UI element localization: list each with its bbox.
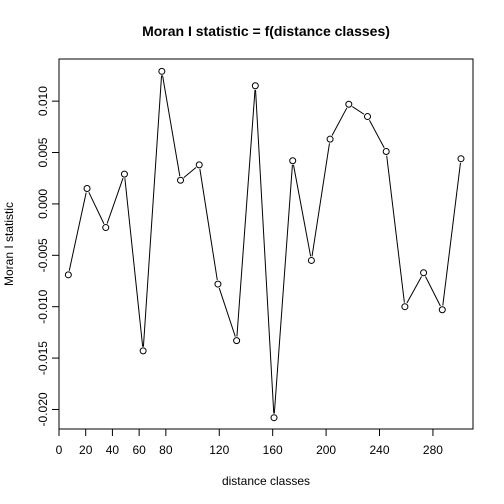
series-segment (88, 192, 105, 224)
data-point (363, 113, 371, 121)
series-segment (425, 276, 441, 307)
series-segment (183, 167, 197, 178)
data-point (401, 303, 409, 311)
data-point (289, 157, 297, 165)
data-point (326, 135, 334, 143)
y-tick-label: -0.010 (36, 289, 50, 323)
x-axis-label: distance classes (222, 474, 310, 488)
y-tick-label: 0.005 (36, 137, 50, 167)
series-segment (236, 89, 256, 337)
data-point (177, 176, 185, 184)
x-axis: 0 20 40 60 80 120 160 200 240 280 (56, 428, 443, 457)
chart-title: Moran I statistic = f(distance classes) (142, 23, 390, 39)
x-tick-label: 160 (263, 443, 283, 457)
series-segment (386, 155, 405, 303)
y-tick-label: -0.015 (36, 341, 50, 375)
data-point (457, 155, 465, 163)
data-point (233, 337, 241, 345)
data-point (345, 100, 353, 108)
x-tick-label: 200 (316, 443, 336, 457)
data-point (420, 269, 428, 277)
series-segment (68, 192, 87, 271)
x-tick-label: 0 (56, 443, 63, 457)
data-point (307, 256, 315, 264)
data-point (120, 170, 128, 178)
series-segment (442, 162, 461, 306)
series-segment (255, 89, 275, 414)
x-tick-label: 80 (159, 443, 173, 457)
data-point (102, 224, 110, 232)
data-point (438, 306, 446, 314)
data-point (251, 82, 259, 90)
y-axis: -0.020 -0.015 -0.010 -0.005 0.000 0.005 0.010 (36, 86, 60, 426)
y-tick-label: -0.005 (36, 238, 50, 272)
data-point (195, 161, 203, 169)
x-tick-label: 40 (106, 443, 120, 457)
y-tick-label: 0.000 (36, 189, 50, 219)
series-segment (311, 143, 330, 257)
data-point (214, 280, 222, 288)
series-segment (199, 168, 218, 281)
data-point (64, 271, 72, 279)
data-point (139, 347, 147, 355)
data-point (158, 67, 166, 75)
x-tick-label: 60 (132, 443, 146, 457)
series-segment (406, 276, 422, 304)
series-segment (142, 75, 163, 347)
x-tick-label: 280 (423, 443, 443, 457)
series-segment (162, 75, 181, 177)
data-point (382, 148, 390, 155)
x-tick-label: 120 (209, 443, 229, 457)
y-tick-label: -0.020 (36, 392, 50, 426)
x-tick-label: 20 (79, 443, 93, 457)
series-segment (331, 107, 348, 136)
y-tick-label: 0.010 (36, 86, 50, 116)
series-points (64, 67, 465, 422)
x-tick-label: 240 (370, 443, 390, 457)
series-segment (292, 164, 312, 257)
series-segment (106, 177, 124, 224)
plot-frame (58, 58, 474, 430)
series-segment (352, 106, 365, 115)
series-segment (369, 120, 385, 149)
series-line (68, 75, 461, 414)
series-segment (218, 287, 236, 337)
y-axis-label: Moran I statistic (2, 202, 16, 286)
series-segment (273, 164, 293, 414)
data-point (83, 185, 91, 192)
data-point (270, 414, 278, 422)
series-segment (124, 178, 144, 347)
